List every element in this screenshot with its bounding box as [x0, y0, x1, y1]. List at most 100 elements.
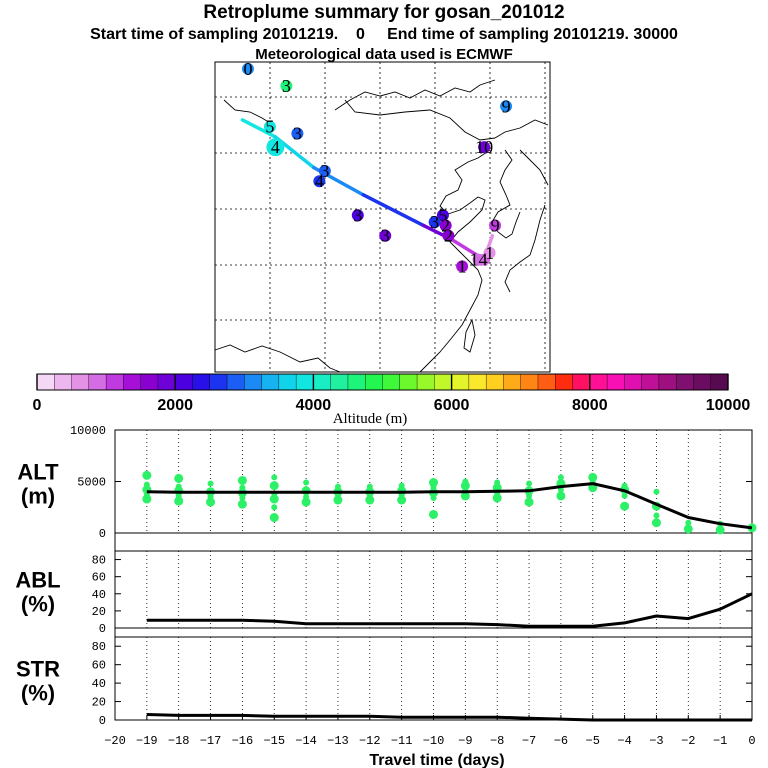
coastline-path: [491, 149, 521, 239]
y-tick-label: 40: [92, 677, 106, 691]
colorbar-swatch: [382, 373, 401, 391]
x-tick-label: −6: [554, 734, 568, 748]
colorbar-swatch: [606, 373, 625, 391]
cluster-label: 5: [438, 205, 447, 225]
colorbar-swatch: [589, 373, 608, 391]
colorbar-label: Altitude (m): [333, 411, 408, 427]
altitude-colorbar: 0 2000 4000 6000 8000 10000: [33, 373, 751, 414]
colorbar-swatch: [434, 373, 453, 391]
y-tick-label: 5000: [77, 476, 106, 490]
scatter-point: [334, 483, 341, 490]
island-path: [463, 318, 476, 353]
colorbar-swatch: [330, 373, 349, 391]
y-tick-label: 80: [92, 640, 106, 654]
x-tick-label: −4: [617, 734, 631, 748]
scatter-point: [621, 482, 628, 489]
scatter-point: [271, 504, 278, 511]
cluster-dot: [442, 229, 455, 242]
colorbar-swatch: [520, 373, 539, 391]
colorbar-swatch: [244, 373, 263, 391]
series-line: [146, 592, 753, 628]
cluster-label: 3: [430, 212, 439, 232]
coastline-path: [504, 204, 546, 293]
colorbar-swatch: [278, 373, 297, 391]
cluster-dot: [280, 79, 293, 92]
scatter-point: [653, 512, 660, 519]
cluster-label: 4: [271, 137, 280, 157]
colorbar-swatch: [555, 373, 574, 391]
scatter-point: [460, 491, 470, 501]
scatter-point: [524, 497, 534, 507]
colorbar-swatch: [451, 373, 470, 391]
scatter-point: [492, 493, 502, 503]
scatter-point: [237, 475, 247, 485]
cluster-dot: [489, 219, 502, 232]
cluster-label: 3: [381, 226, 390, 246]
colorbar-tick-label: 0: [33, 397, 42, 414]
colorbar-swatch: [36, 373, 55, 391]
colorbar-swatch: [399, 373, 418, 391]
x-tick-label: −8: [490, 734, 504, 748]
x-tick-label: −13: [327, 734, 349, 748]
colorbar-swatch: [641, 373, 660, 391]
colorbar-swatch: [503, 373, 522, 391]
y-tick-label: 10000: [70, 424, 106, 438]
colorbar-swatch: [675, 373, 694, 391]
colorbar-swatch: [226, 373, 245, 391]
x-tick-label: −5: [586, 734, 600, 748]
scatter-point: [142, 470, 152, 480]
colorbar-swatch: [710, 373, 729, 391]
x-tick-label: −2: [681, 734, 695, 748]
cluster-label: 10: [475, 137, 493, 157]
cluster-label: 2: [444, 226, 453, 246]
scatter-point: [557, 474, 564, 481]
colorbar-swatch: [88, 373, 107, 391]
colorbar-swatch: [174, 373, 193, 391]
chart-title: Retroplume summary for gosan_201012: [203, 2, 565, 23]
scatter-point: [207, 480, 214, 487]
x-tick-label: 0: [748, 734, 755, 748]
y-tick-label: 0: [99, 622, 106, 636]
border-line: [223, 99, 276, 127]
scatter-point: [269, 513, 279, 523]
border-line: [344, 99, 496, 141]
colorbar-swatch: [313, 373, 332, 391]
colorbar-swatch: [123, 373, 142, 391]
x-tick-label: −7: [522, 734, 536, 748]
trajectory-segment: [240, 118, 278, 139]
cluster-dot: [351, 209, 364, 222]
coastlines: [214, 79, 549, 373]
scatter-point: [429, 478, 438, 488]
colorbar-tick-label: 10000: [706, 397, 751, 414]
scatter-point: [715, 525, 725, 535]
colorbar-swatch: [572, 373, 591, 391]
cluster-label: 4: [315, 171, 324, 191]
y-tick-label: 80: [92, 554, 106, 568]
cluster-dot: [439, 219, 452, 232]
cluster-label: 9: [491, 216, 500, 236]
panel-ylabel-unit: (m): [21, 484, 55, 509]
scatter-point: [239, 484, 246, 491]
scatter-point: [683, 524, 693, 534]
cluster-dot: [266, 138, 285, 157]
x-tick-label: −12: [359, 734, 381, 748]
cluster-dot: [428, 216, 441, 229]
scatter-point: [301, 486, 311, 496]
y-tick-label: 60: [92, 571, 106, 585]
colorbar-swatch: [537, 373, 556, 391]
scatter-point: [588, 472, 598, 482]
scatter-point: [494, 479, 501, 486]
coastline-path: [419, 149, 491, 373]
cluster-label: 3: [293, 124, 302, 144]
cluster-dot: [379, 229, 392, 242]
scatter-point: [303, 493, 310, 500]
x-tick-label: −20: [104, 734, 126, 748]
cluster-dot: [472, 253, 485, 266]
scatter-point: [269, 494, 279, 504]
panel-abl: 80 60 40 20 0 ABL(%): [15, 550, 753, 636]
y-tick-label: 40: [92, 588, 106, 602]
scatter-point: [556, 491, 566, 501]
cluster-label: 1: [485, 243, 494, 263]
